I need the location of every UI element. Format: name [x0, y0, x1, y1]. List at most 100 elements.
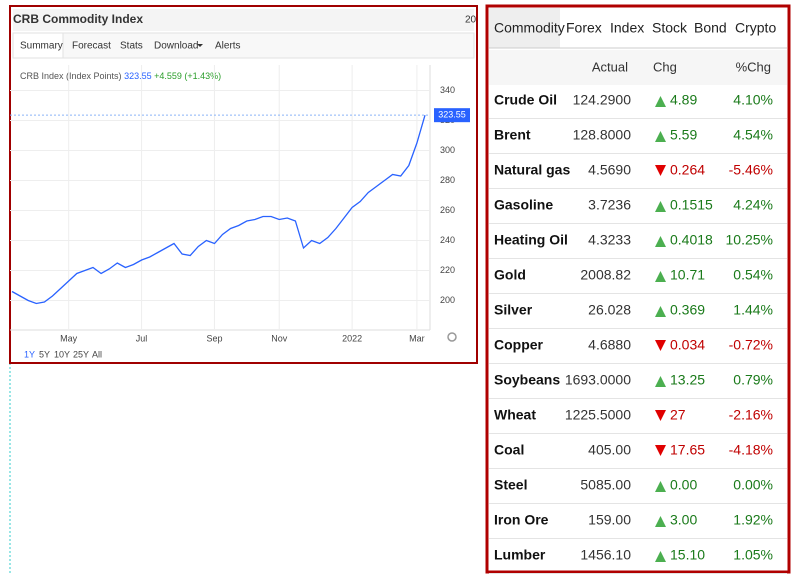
market-tab[interactable]: Forex [566, 20, 602, 36]
widget-tab[interactable]: Alerts [215, 41, 241, 52]
commodity-name[interactable]: Wheat [494, 407, 536, 423]
last-value-label: 323.55 [438, 110, 466, 120]
up-arrow [655, 96, 666, 107]
commodity-name[interactable]: Soybeans [494, 372, 560, 388]
column-header: Chg [653, 59, 677, 74]
percent-change: 10.25% [726, 232, 773, 248]
widget-tab[interactable]: Stats [120, 41, 143, 52]
dropdown-caret [197, 44, 203, 47]
commodity-name[interactable]: Brent [494, 127, 531, 143]
commodity-name[interactable]: Natural gas [494, 162, 570, 178]
down-arrow [655, 410, 666, 421]
up-arrow [655, 481, 666, 492]
commodity-name[interactable]: Gasoline [494, 197, 553, 213]
commodity-name[interactable]: Silver [494, 302, 533, 318]
change-value: 15.10 [670, 547, 705, 563]
widget-tab[interactable]: Summary [20, 41, 63, 52]
percent-change: 0.79% [733, 372, 773, 388]
up-arrow [655, 201, 666, 212]
percent-change: -4.18% [729, 442, 773, 458]
change-value: 5.59 [670, 127, 697, 143]
up-arrow [655, 271, 666, 282]
last-value-box [434, 108, 470, 123]
x-tick-label: Nov [271, 333, 288, 343]
market-tab[interactable]: Index [610, 20, 644, 36]
change-value: 0.00 [670, 477, 697, 493]
legend-name: CRB Index (Index Points) [20, 71, 122, 81]
actual-price: 4.5690 [588, 162, 631, 178]
percent-change: -2.16% [729, 407, 773, 423]
y-tick-label: 240 [440, 235, 455, 245]
change-value: 17.65 [670, 442, 705, 458]
percent-change: 1.92% [733, 512, 773, 528]
change-value: 0.1515 [670, 197, 713, 213]
commodity-name[interactable]: Crude Oil [494, 92, 557, 108]
range-button[interactable]: 10Y [54, 349, 70, 359]
market-tab[interactable]: Stock [652, 20, 688, 36]
commodity-name[interactable]: Iron Ore [494, 512, 549, 528]
up-arrow [655, 236, 666, 247]
up-arrow [655, 516, 666, 527]
price-line [11, 115, 426, 305]
actual-price: 128.8000 [573, 127, 632, 143]
commodity-name[interactable]: Steel [494, 477, 527, 493]
actual-price: 1225.5000 [565, 407, 631, 423]
percent-change: 4.54% [733, 127, 773, 143]
commodity-name[interactable]: Lumber [494, 547, 546, 563]
x-tick-label: Jul [136, 333, 148, 343]
legend: CRB Index (Index Points) 323.55 +4.559 (… [20, 71, 221, 81]
actual-price: 159.00 [588, 512, 631, 528]
actual-price: 1693.0000 [565, 372, 631, 388]
percent-change: 0.00% [733, 477, 773, 493]
actual-price: 3.7236 [588, 197, 631, 213]
x-tick-label: Mar [409, 333, 425, 343]
change-value: 4.89 [670, 92, 697, 108]
change-value: 0.369 [670, 302, 705, 318]
change-value: 3.00 [670, 512, 697, 528]
market-tab[interactable]: Bond [694, 20, 727, 36]
down-arrow [655, 340, 666, 351]
legend-value: 323.55 [124, 71, 152, 81]
commodity-name[interactable]: Heating Oil [494, 232, 568, 248]
change-value: 0.4018 [670, 232, 713, 248]
range-button[interactable]: 25Y [73, 349, 89, 359]
percent-change: 4.10% [733, 92, 773, 108]
up-arrow [655, 376, 666, 387]
actual-price: 4.3233 [588, 232, 631, 248]
actual-price: 405.00 [588, 442, 631, 458]
widget-title: CRB Commodity Index [13, 12, 143, 26]
percent-change: 1.44% [733, 302, 773, 318]
market-tab[interactable]: Crypto [735, 20, 776, 36]
x-tick-label: Sep [206, 333, 222, 343]
market-tab[interactable]: Commodity [494, 20, 565, 36]
range-button[interactable]: 5Y [39, 349, 50, 359]
y-tick-label: 260 [440, 205, 455, 215]
column-header-bg [489, 50, 787, 85]
y-tick-label: 340 [440, 85, 455, 95]
x-tick-label: 2022 [342, 333, 362, 343]
settings-icon[interactable] [447, 332, 457, 342]
commodity-name[interactable]: Coal [494, 442, 524, 458]
column-header: Actual [592, 59, 628, 74]
y-tick-label: 220 [440, 265, 455, 275]
widget-titlebar [13, 9, 474, 31]
widget-tab[interactable]: Download [154, 41, 198, 52]
range-button[interactable]: All [92, 349, 102, 359]
actual-price: 2008.82 [580, 267, 631, 283]
commodity-name[interactable]: Gold [494, 267, 526, 283]
range-button[interactable]: 1Y [24, 349, 35, 359]
actual-price: 124.2900 [573, 92, 632, 108]
widget-tab[interactable]: Forecast [72, 41, 111, 52]
up-arrow [655, 306, 666, 317]
change-value: 27 [670, 407, 686, 423]
up-arrow [655, 131, 666, 142]
percent-change: -5.46% [729, 162, 773, 178]
actual-price: 1456.10 [580, 547, 631, 563]
y-tick-label: 200 [440, 295, 455, 305]
percent-change: 1.05% [733, 547, 773, 563]
percent-change: 0.54% [733, 267, 773, 283]
commodity-name[interactable]: Copper [494, 337, 544, 353]
table-frame [485, 4, 791, 574]
actual-price: 5085.00 [580, 477, 631, 493]
